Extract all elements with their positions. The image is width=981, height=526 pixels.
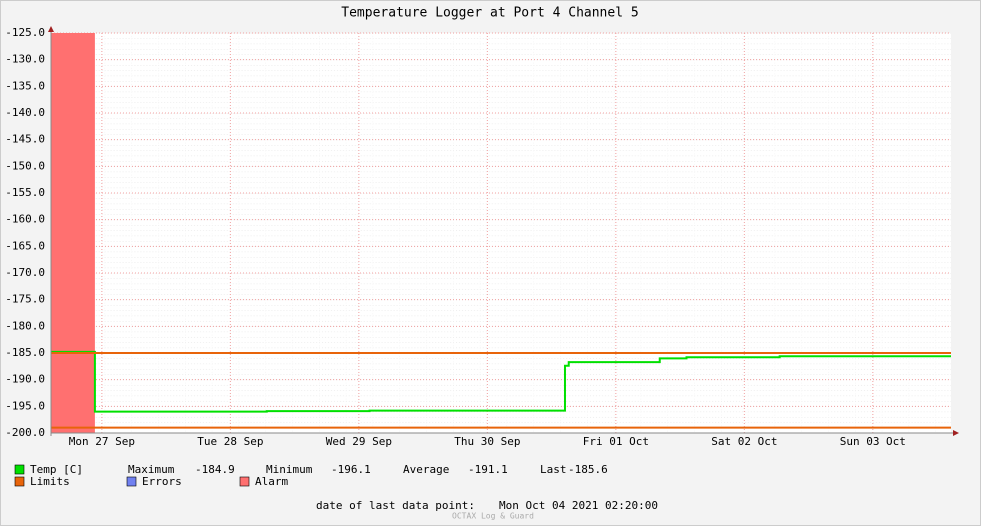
legend-swatch <box>14 476 25 487</box>
y-tick-label: -190.0 <box>5 373 45 386</box>
legend-label: Temp [C] <box>30 463 83 476</box>
y-tick-label: -195.0 <box>5 399 45 412</box>
y-arrow <box>48 26 54 32</box>
stat-label: Minimum <box>266 463 313 476</box>
y-tick-label: -125.0 <box>5 26 45 39</box>
stat-value: -191.1 <box>468 463 508 476</box>
x-tick-label: Sat 02 Oct <box>711 435 777 448</box>
last-point-label: date of last data point: <box>316 499 475 512</box>
temp-line <box>51 350 951 413</box>
y-tick-label: -180.0 <box>5 319 45 332</box>
y-tick-label: -185.0 <box>5 346 45 359</box>
stat-label: Maximum <box>128 463 175 476</box>
x-tick-label: Tue 28 Sep <box>197 435 263 448</box>
last-point: Mon Oct 04 2021 02:20:00 <box>499 499 658 512</box>
legend-label: Alarm <box>255 475 288 488</box>
y-tick-label: -200.0 <box>5 426 45 439</box>
y-tick-label: -150.0 <box>5 159 45 172</box>
legend-swatch <box>239 476 250 487</box>
chart-title: Temperature Logger at Port 4 Channel 5 <box>341 6 638 21</box>
stat-value: -185.6 <box>568 463 608 476</box>
legend-swatch <box>126 476 137 487</box>
y-tick-label: -165.0 <box>5 239 45 252</box>
legend-label: Limits <box>30 475 70 488</box>
y-tick-label: -170.0 <box>5 266 45 279</box>
y-tick-label: -130.0 <box>5 53 45 66</box>
x-tick-label: Sun 03 Oct <box>840 435 906 448</box>
y-tick-label: -145.0 <box>5 133 45 146</box>
y-tick-label: -160.0 <box>5 213 45 226</box>
alarm-span <box>51 33 95 433</box>
y-tick-label: -155.0 <box>5 186 45 199</box>
stat-value: -184.9 <box>195 463 235 476</box>
x-arrow <box>953 430 959 436</box>
legend-swatch <box>14 464 25 475</box>
x-tick-label: Fri 01 Oct <box>583 435 649 448</box>
minor-grid <box>51 33 951 433</box>
y-tick-label: -140.0 <box>5 106 45 119</box>
stat-label: Average <box>403 463 449 476</box>
stat-value: -196.1 <box>331 463 371 476</box>
x-tick-label: Thu 30 Sep <box>454 435 520 448</box>
y-tick-label: -135.0 <box>5 79 45 92</box>
stat-label: Last <box>540 463 567 476</box>
legend-label: Errors <box>142 475 182 488</box>
x-tick-label: Mon 27 Sep <box>69 435 135 448</box>
credit: OCTAX Log & Guard <box>452 512 534 521</box>
x-tick-label: Wed 29 Sep <box>326 435 392 448</box>
y-tick-label: -175.0 <box>5 293 45 306</box>
